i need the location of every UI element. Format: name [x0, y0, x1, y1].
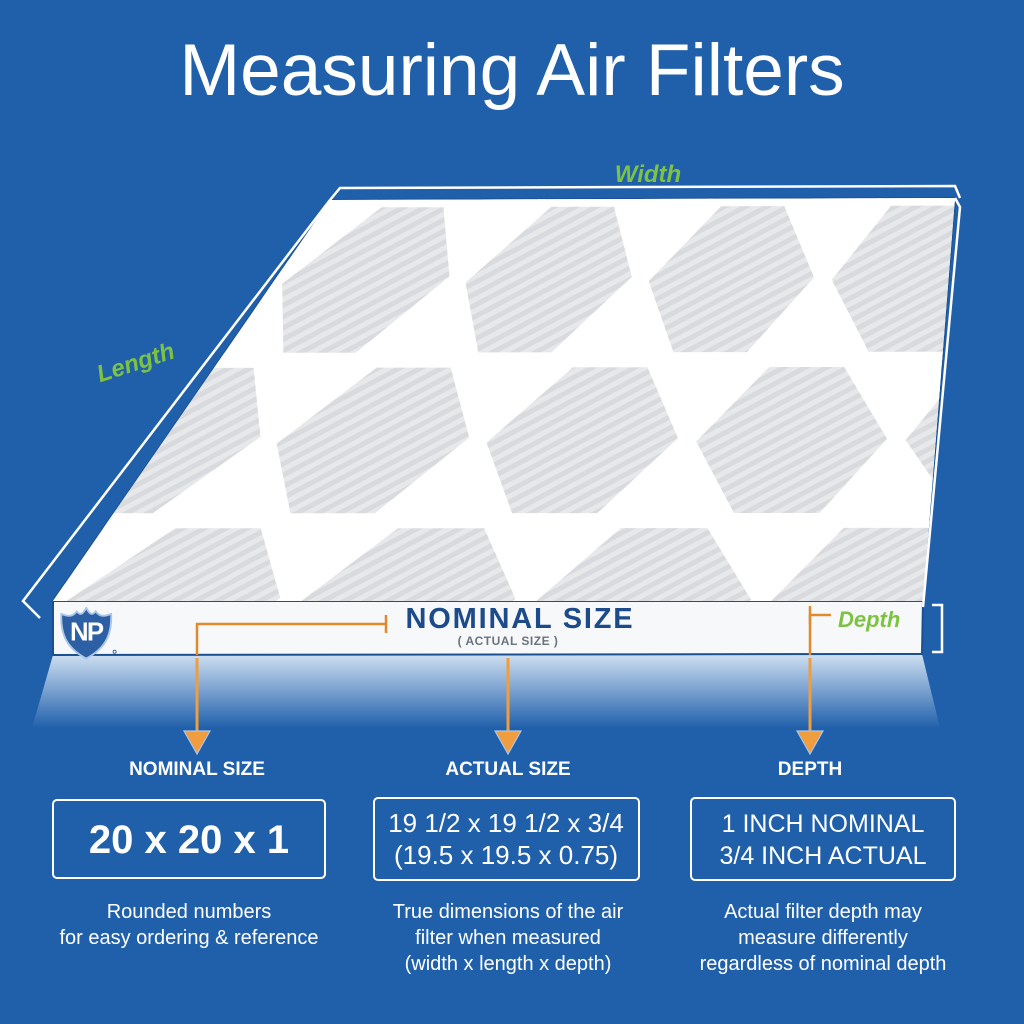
svg-text:20 x 20 x 1: 20 x 20 x 1 — [89, 818, 289, 862]
svg-text:measure differently: measure differently — [738, 927, 908, 949]
svg-text:ACTUAL SIZE: ACTUAL SIZE — [445, 759, 570, 780]
svg-text:1 INCH NOMINAL: 1 INCH NOMINAL — [722, 810, 925, 838]
svg-text:19 1/2 x 19 1/2 x 3/4: 19 1/2 x 19 1/2 x 3/4 — [388, 808, 624, 838]
svg-text:True dimensions of the air: True dimensions of the air — [393, 901, 624, 923]
svg-text:for easy ordering & reference: for easy ordering & reference — [59, 927, 318, 949]
svg-text:Length: Length — [93, 338, 177, 388]
svg-text:Rounded numbers: Rounded numbers — [107, 901, 272, 923]
svg-text:Width: Width — [615, 161, 681, 188]
svg-text:DEPTH: DEPTH — [778, 759, 842, 780]
svg-text:filter when measured: filter when measured — [415, 927, 601, 949]
svg-text:3/4 INCH ACTUAL: 3/4 INCH ACTUAL — [719, 842, 926, 870]
svg-text:NP: NP — [70, 619, 104, 647]
svg-text:(width x length x depth): (width x length x depth) — [405, 953, 612, 975]
svg-text:( ACTUAL SIZE ): ( ACTUAL SIZE ) — [458, 634, 559, 648]
svg-text:regardless of nominal depth: regardless of nominal depth — [700, 953, 947, 975]
svg-text:Depth: Depth — [838, 607, 900, 632]
svg-text:(19.5 x 19.5 x 0.75): (19.5 x 19.5 x 0.75) — [394, 840, 618, 870]
svg-text:Actual filter depth may: Actual filter depth may — [724, 901, 922, 923]
svg-text:NOMINAL SIZE: NOMINAL SIZE — [129, 759, 265, 780]
svg-text:NOMINAL SIZE: NOMINAL SIZE — [406, 603, 635, 635]
